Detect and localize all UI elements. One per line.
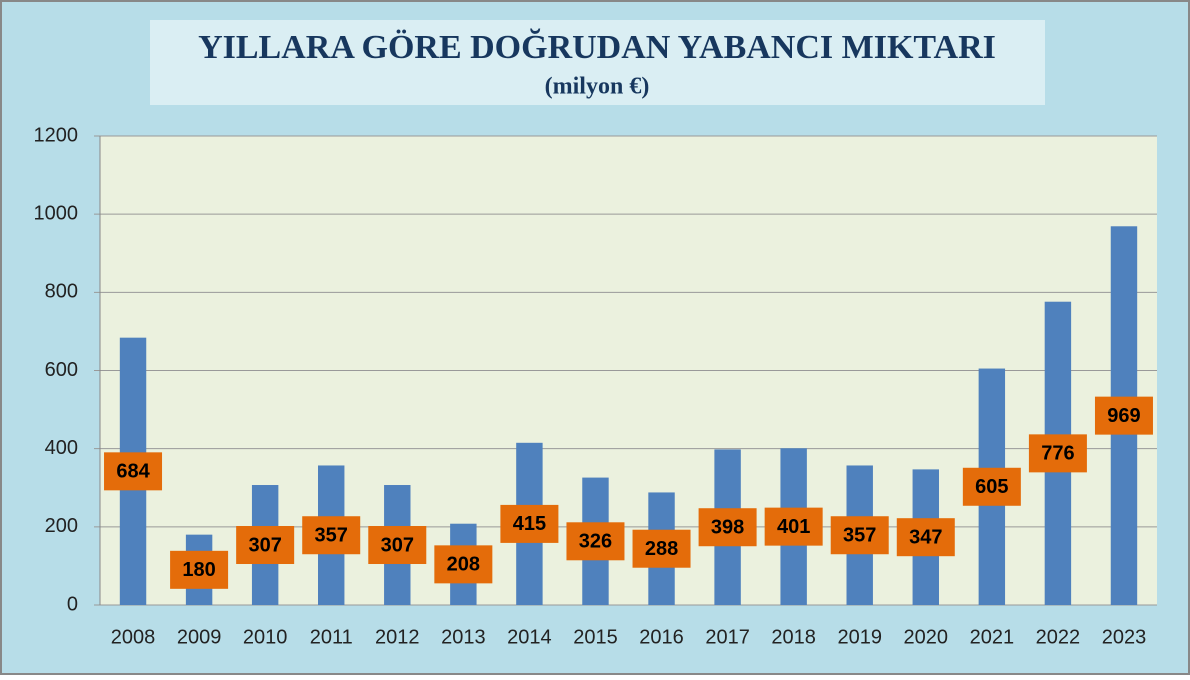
x-tick-label: 2014 (507, 626, 552, 648)
value-label: 208 (447, 554, 480, 576)
title-box (150, 20, 1045, 105)
value-label-box (830, 516, 889, 555)
value-label-box (500, 504, 559, 543)
y-tick-label: 400 (45, 437, 78, 459)
x-tick-label: 2013 (441, 626, 486, 648)
chart-title: YILLARA GÖRE DOĞRUDAN YABANCI MIKTARI (198, 28, 996, 66)
x-tick-label: 2016 (639, 626, 684, 648)
value-label: 415 (513, 513, 546, 535)
y-tick-label: 1000 (34, 202, 79, 224)
value-label-box (368, 526, 427, 565)
value-label: 307 (381, 534, 414, 556)
value-label-box (632, 529, 691, 568)
value-label: 357 (843, 525, 876, 547)
value-label-box (302, 516, 361, 555)
value-label: 605 (975, 476, 1008, 498)
value-label: 180 (182, 559, 215, 581)
chart-subtitle: (milyon €) (545, 74, 650, 100)
x-tick-label: 2018 (771, 626, 816, 648)
y-tick-label: 200 (45, 515, 78, 537)
y-tick-label: 800 (45, 281, 78, 303)
value-label: 776 (1041, 443, 1074, 465)
value-label-box (1028, 434, 1087, 473)
x-tick-label: 2008 (111, 626, 156, 648)
value-label: 969 (1107, 405, 1140, 427)
value-label-box (698, 508, 757, 547)
x-tick-label: 2017 (705, 626, 750, 648)
value-label-box (434, 545, 493, 584)
x-tick-label: 2015 (573, 626, 618, 648)
value-label-box (764, 507, 823, 546)
value-label: 357 (315, 525, 348, 547)
value-label: 401 (777, 516, 810, 538)
y-tick-label: 1200 (34, 124, 79, 146)
value-label: 684 (116, 461, 150, 483)
x-tick-label: 2019 (837, 626, 882, 648)
value-label: 326 (579, 531, 612, 553)
value-label-box (236, 526, 295, 565)
x-tick-label: 2023 (1102, 626, 1147, 648)
x-tick-label: 2009 (177, 626, 222, 648)
y-tick-label: 0 (67, 593, 78, 615)
value-label: 347 (909, 526, 942, 548)
value-label-box (104, 452, 163, 491)
x-tick-label: 2022 (1036, 626, 1081, 648)
value-label-box (896, 518, 955, 557)
x-tick-label: 2012 (375, 626, 420, 648)
x-tick-label: 2010 (243, 626, 288, 648)
y-tick-label: 600 (45, 359, 78, 381)
value-label: 398 (711, 517, 744, 539)
value-label-box (1094, 396, 1153, 435)
value-label-box (962, 467, 1021, 506)
value-label-box (170, 550, 229, 589)
x-tick-label: 2021 (970, 626, 1015, 648)
value-label-box (566, 522, 625, 561)
value-label: 307 (248, 534, 281, 556)
value-label: 288 (645, 538, 678, 560)
x-tick-label: 2011 (310, 626, 353, 648)
x-tick-label: 2020 (904, 626, 949, 648)
